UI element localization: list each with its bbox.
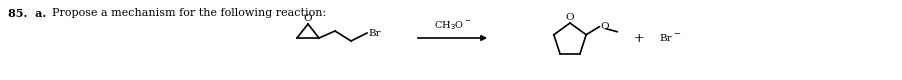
Text: 85.  a.: 85. a. bbox=[8, 8, 46, 19]
Text: O: O bbox=[304, 14, 312, 23]
Text: O: O bbox=[566, 12, 575, 22]
Text: Propose a mechanism for the following reaction:: Propose a mechanism for the following re… bbox=[52, 8, 327, 18]
Text: Br: Br bbox=[659, 34, 672, 42]
Text: −: − bbox=[673, 30, 680, 38]
Text: Br: Br bbox=[368, 28, 381, 38]
Text: O: O bbox=[600, 22, 609, 31]
Text: CH$_3$O$^-$: CH$_3$O$^-$ bbox=[434, 19, 471, 32]
Text: +: + bbox=[634, 32, 645, 44]
